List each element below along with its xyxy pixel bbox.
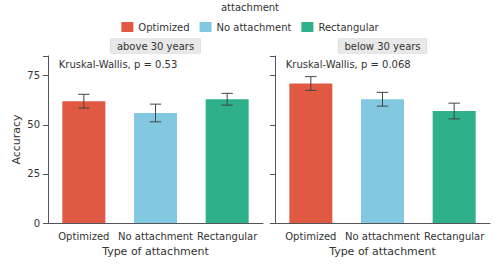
svg-text:Rectangular: Rectangular bbox=[424, 231, 485, 242]
svg-text:No attachment: No attachment bbox=[118, 231, 193, 242]
svg-text:50: 50 bbox=[27, 119, 40, 130]
svg-text:Optimized: Optimized bbox=[58, 231, 109, 242]
svg-text:25: 25 bbox=[27, 168, 40, 179]
svg-text:No attachment: No attachment bbox=[217, 22, 292, 33]
svg-text:Optimized: Optimized bbox=[285, 231, 336, 242]
svg-text:Rectangular: Rectangular bbox=[318, 22, 379, 33]
svg-text:Kruskal-Wallis, p = 0.068: Kruskal-Wallis, p = 0.068 bbox=[286, 59, 411, 70]
svg-text:above 30 years: above 30 years bbox=[117, 41, 194, 52]
svg-text:Type of attachment: Type of attachment bbox=[328, 245, 436, 258]
svg-text:Optimized: Optimized bbox=[138, 22, 189, 33]
svg-text:Kruskal-Wallis, p = 0.53: Kruskal-Wallis, p = 0.53 bbox=[59, 59, 178, 70]
svg-text:Type of attachment: Type of attachment bbox=[101, 245, 209, 258]
svg-text:Rectangular: Rectangular bbox=[197, 231, 258, 242]
svg-text:75: 75 bbox=[27, 70, 40, 81]
svg-text:below 30 years: below 30 years bbox=[344, 41, 420, 52]
svg-text:attachment: attachment bbox=[221, 2, 279, 13]
svg-text:0: 0 bbox=[34, 218, 40, 229]
svg-text:Accuracy: Accuracy bbox=[10, 114, 23, 165]
svg-text:No attachment: No attachment bbox=[345, 231, 420, 242]
